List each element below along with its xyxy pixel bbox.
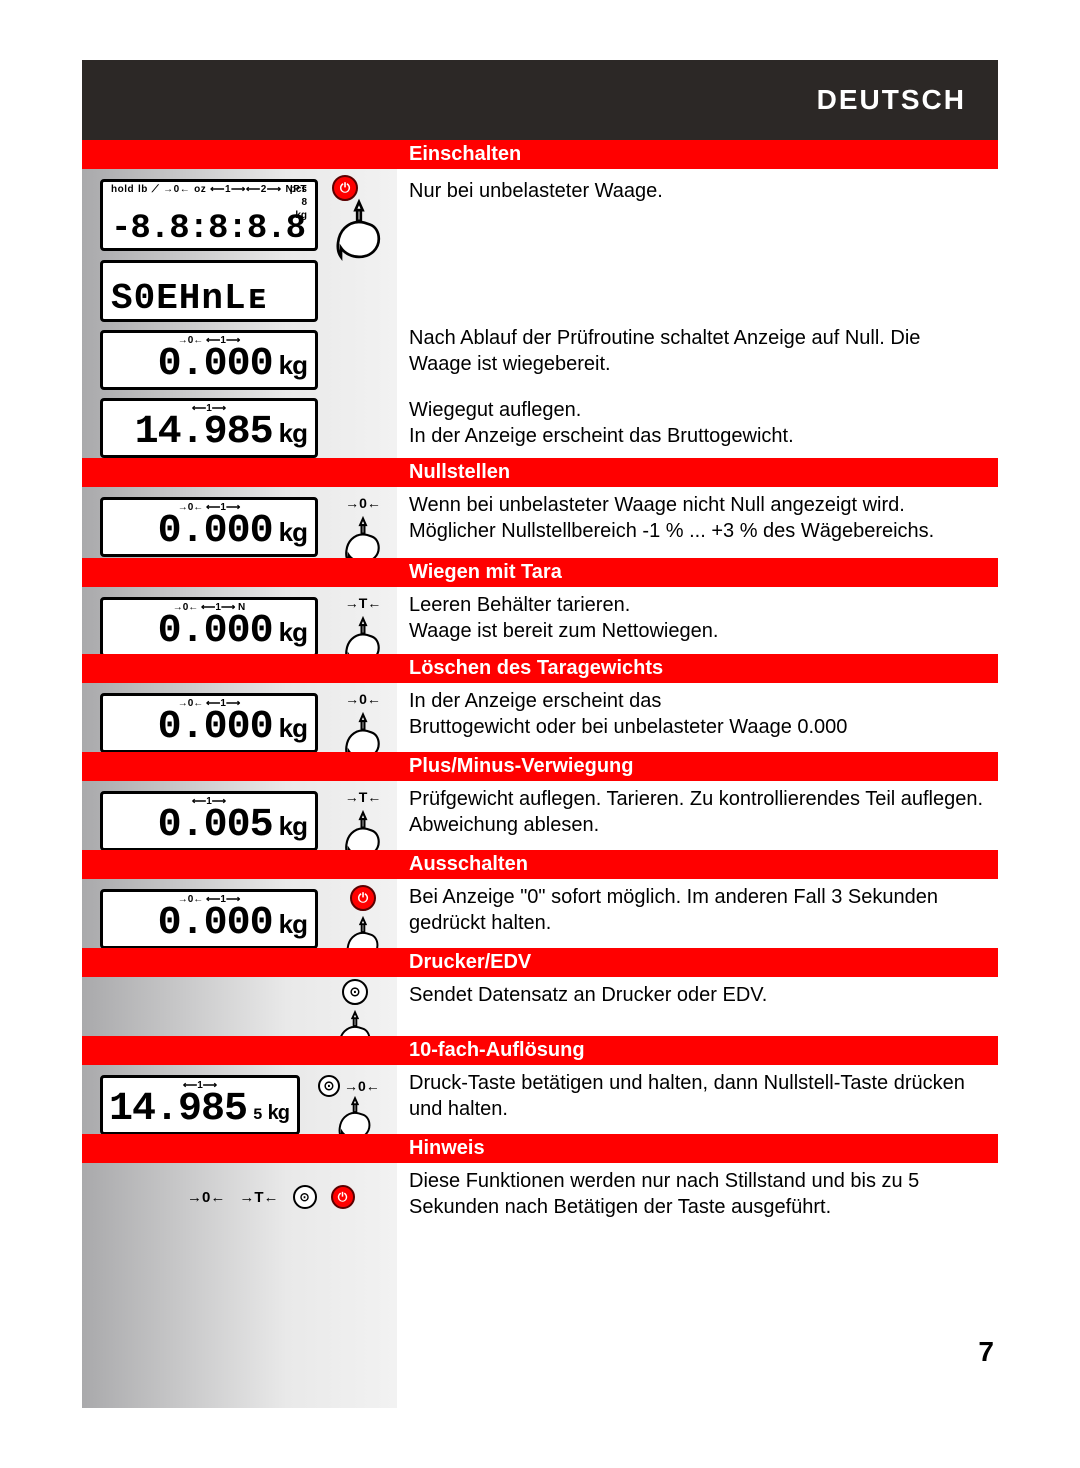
left-red-8 (82, 1036, 397, 1065)
left-column: holdlb⟋→0←oz⟵1⟶⟵2⟶NPT -8.8:8:8.8 pcs8kg … (82, 140, 397, 1408)
function-button-row: →0← →T← ⊙ ⏻ (187, 1185, 355, 1209)
lcd-loeschen-val: 0.000 (158, 708, 273, 748)
btn-print-zero-group: ⊙ →0← (318, 1075, 380, 1097)
lcd-weight: ⟵1⟶ 14.985 kg (100, 398, 318, 458)
fn-print[interactable]: ⊙ (293, 1185, 317, 1209)
p-drucker-1: Sendet Datensatz an Drucker oder EDV. (397, 977, 998, 1015)
btn-tare-group-2: →T← (340, 789, 386, 859)
p-tenx-1: Druck-Taste betätigen und halten, dann N… (397, 1065, 998, 1128)
zero-button-label[interactable]: →0← (345, 495, 381, 511)
lcd-tara-unit: kg (279, 617, 307, 648)
left-red-2 (82, 458, 397, 487)
lcd-tenx-unit: kg (268, 1102, 289, 1125)
lcd-loeschen-unit: kg (279, 713, 307, 744)
power-button-icon-2[interactable]: ⏻ (350, 885, 376, 911)
fn-zero[interactable]: →0← (187, 1189, 225, 1206)
lcd-aus-wrap: →0← ⟵1⟶ 0.000 kg ⏻ (100, 889, 387, 949)
lcd-tara-wrap: →0← ⟵1⟶ N 0.000 kg →T← (100, 597, 387, 657)
lcd-full: holdlb⟋→0←oz⟵1⟶⟵2⟶NPT -8.8:8:8.8 pcs8kg (100, 179, 318, 251)
lcd-weight-val: 14.985 (135, 413, 273, 453)
lcd-full-wrap: holdlb⟋→0←oz⟵1⟶⟵2⟶NPT -8.8:8:8.8 pcs8kg … (100, 179, 387, 251)
lcd-pm-unit: kg (279, 811, 307, 842)
lcd-loeschen-wrap: →0← ⟵1⟶ 0.000 kg →0← (100, 693, 387, 753)
sec-pm: Plus/Minus-Verwiegung (397, 752, 998, 781)
fn-power[interactable]: ⏻ (331, 1185, 355, 1209)
sec-einschalten: Einschalten (397, 140, 998, 169)
content-area: holdlb⟋→0←oz⟵1⟶⟵2⟶NPT -8.8:8:8.8 pcs8kg … (82, 140, 998, 1408)
tare-button-label[interactable]: →T← (345, 595, 382, 611)
left-red-9 (82, 1134, 397, 1163)
page-number: 7 (978, 1336, 994, 1368)
p-loeschen-1: In der Anzeige erscheint das Bruttogewic… (397, 683, 998, 746)
lcd-tenx: ⟵1⟶ 14.985 5 kg (100, 1075, 300, 1135)
print-button-icon-2[interactable]: ⊙ (318, 1075, 340, 1097)
sec-tenx: 10-fach-Auflösung (397, 1036, 998, 1065)
lcd-aus-val: 0.000 (158, 904, 273, 944)
lcd-pm-wrap: ⟵1⟶ 0.005 kg →T← (100, 791, 387, 851)
lcd-null: →0← ⟵1⟶ 0.000 kg (100, 497, 318, 557)
lcd-tenx-sub: 5 (253, 1106, 262, 1124)
left-red-6 (82, 850, 397, 879)
right-column: Einschalten Nur bei unbelasteter Waage. … (397, 140, 998, 1408)
p-aus-1: Bei Anzeige "0" sofort möglich. Im ander… (397, 879, 998, 942)
lcd-tara: →0← ⟵1⟶ N 0.000 kg (100, 597, 318, 657)
lcd-full-value: -8.8:8:8.8 (111, 212, 305, 246)
lcd-full-side: pcs8kg (290, 184, 307, 221)
lcd-brand-wrap: S0EHnLᴇ (100, 260, 387, 322)
p-pm-1: Prüfgewicht auflegen. Tarieren. Zu kontr… (397, 781, 998, 844)
sec-hinweis: Hinweis (397, 1134, 998, 1163)
p-nullstellen-1: Wenn bei unbelasteter Waage nicht Null a… (397, 487, 998, 550)
sec-aus: Ausschalten (397, 850, 998, 879)
zero-button-label-3[interactable]: →0← (344, 1078, 380, 1094)
p-einschalten-3: Wiegegut auflegen. In der Anzeige ersche… (397, 392, 998, 455)
p-tara-1: Leeren Behälter tarieren. Waage ist bere… (397, 587, 998, 650)
lcd-aus: →0← ⟵1⟶ 0.000 kg (100, 889, 318, 949)
left-red-3 (82, 558, 397, 587)
btn-zero-group: →0← (340, 495, 386, 565)
tare-button-label-2[interactable]: →T← (345, 789, 382, 805)
lcd-weight-wrap: ⟵1⟶ 14.985 kg (100, 398, 387, 458)
lcd-pm: ⟵1⟶ 0.005 kg (100, 791, 318, 851)
lcd-brand: S0EHnLᴇ (100, 260, 318, 322)
lcd-zero-val: 0.000 (158, 345, 273, 385)
left-red-5 (82, 752, 397, 781)
btn-zero-group-2: →0← (340, 691, 386, 761)
print-button-icon[interactable]: ⊙ (342, 979, 368, 1005)
lcd-zero-wrap: →0← ⟵1⟶ 0.000 kg (100, 330, 387, 390)
sec-nullstellen: Nullstellen (397, 458, 998, 487)
sec-drucker: Drucker/EDV (397, 948, 998, 977)
left-red-1 (82, 140, 397, 169)
lcd-tenx-val: 14.985 (109, 1090, 247, 1130)
hand-icon-1 (332, 197, 386, 261)
p-einschalten-2: Nach Ablauf der Prüfroutine schaltet Anz… (397, 320, 998, 383)
sec-tara: Wiegen mit Tara (397, 558, 998, 587)
lcd-full-indicators: holdlb⟋→0←oz⟵1⟶⟵2⟶NPT (111, 184, 307, 195)
lcd-pm-val: 0.005 (158, 806, 273, 846)
header-bar: DEUTSCH (82, 60, 998, 140)
lcd-weight-unit: kg (279, 418, 307, 449)
p-einschalten-1: Nur bei unbelasteter Waage. (397, 173, 998, 211)
lcd-null-val: 0.000 (158, 512, 273, 552)
lcd-tenx-wrap: ⟵1⟶ 14.985 5 kg ⊙ →0← (100, 1075, 387, 1135)
lcd-aus-unit: kg (279, 909, 307, 940)
lcd-null-wrap: →0← ⟵1⟶ 0.000 kg →0← (100, 497, 387, 557)
lcd-null-unit: kg (279, 517, 307, 548)
lcd-brand-text: S0EHnLᴇ (111, 281, 307, 317)
lcd-zero-unit: kg (279, 350, 307, 381)
left-red-4 (82, 654, 397, 683)
lcd-tara-val: 0.000 (158, 612, 273, 652)
left-red-7 (82, 948, 397, 977)
lcd-loeschen: →0← ⟵1⟶ 0.000 kg (100, 693, 318, 753)
p-hinweis-1: Diese Funktionen werden nur nach Stillst… (397, 1163, 998, 1226)
sec-loeschen: Löschen des Taragewichts (397, 654, 998, 683)
fn-tare[interactable]: →T← (239, 1189, 278, 1206)
zero-button-label-2[interactable]: →0← (345, 691, 381, 707)
language-label: DEUTSCH (817, 84, 966, 116)
lcd-zero: →0← ⟵1⟶ 0.000 kg (100, 330, 318, 390)
